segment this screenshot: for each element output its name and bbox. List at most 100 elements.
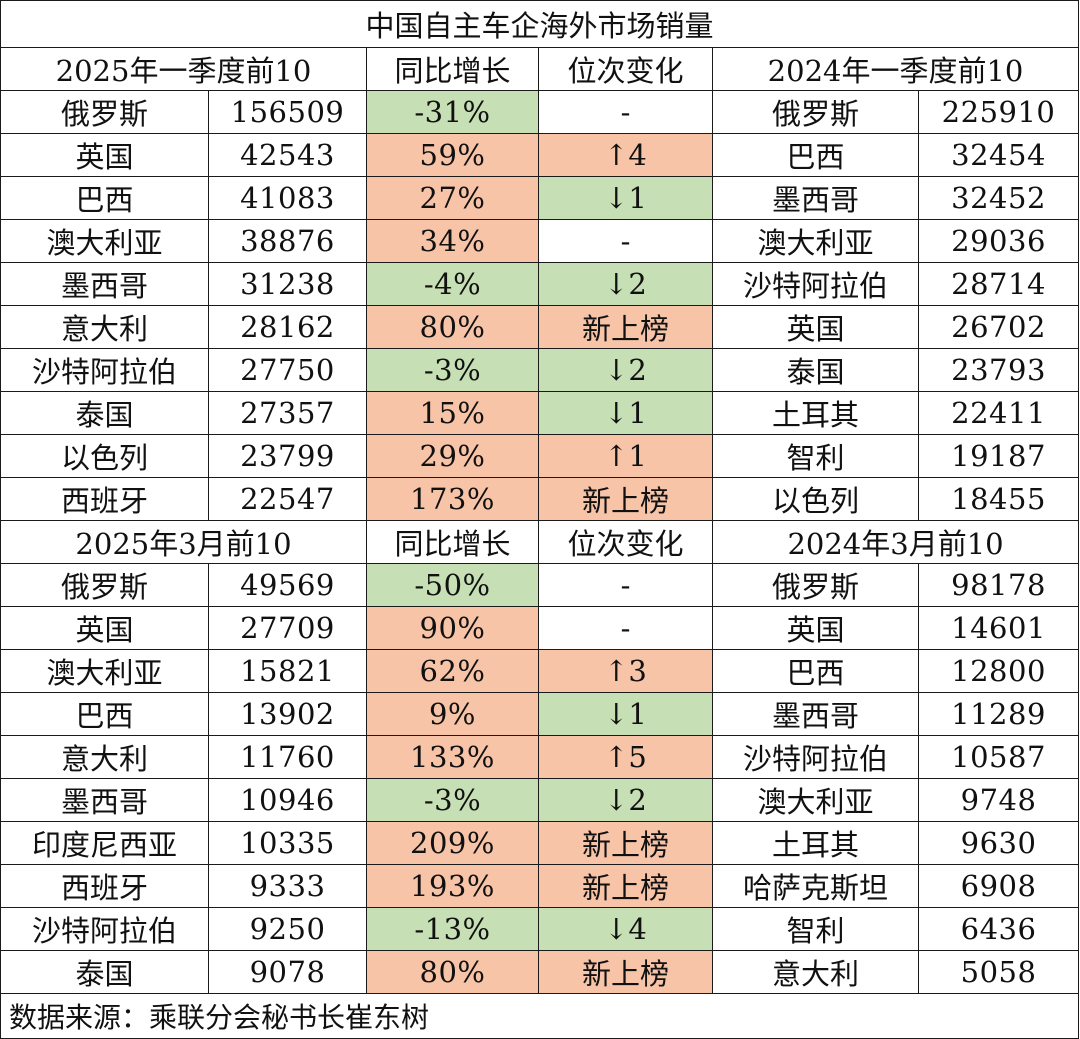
prev-country-cell: 意大利 — [712, 950, 919, 994]
prev-sales-cell: 19187 — [917, 434, 1080, 478]
sales-cell: 49569 — [208, 563, 367, 607]
sales-cell: 156509 — [208, 90, 367, 134]
sales-cell: 9078 — [208, 950, 367, 994]
growth-cell: 34% — [366, 219, 539, 263]
prev-sales-cell: 12800 — [917, 649, 1080, 693]
sales-cell: 23799 — [208, 434, 367, 478]
country-cell: 西班牙 — [0, 477, 209, 521]
prev-country-cell: 哈萨克斯坦 — [712, 864, 919, 908]
table-row: 巴西 41083 27% ↓1 墨西哥 32452 — [0, 176, 1080, 220]
growth-cell: 133% — [366, 735, 539, 779]
table-row: 印度尼西亚 10335 209% 新上榜 土耳其 9630 — [0, 821, 1080, 865]
sales-table-footer: 数据来源：乘联分会秘书长崔东树 — [0, 993, 1080, 1039]
country-cell: 西班牙 — [0, 864, 209, 908]
rank-change-cell: 新上榜 — [538, 305, 713, 349]
prev-country-cell: 以色列 — [712, 477, 919, 521]
prev-sales-cell: 14601 — [917, 606, 1080, 650]
sales-cell: 41083 — [208, 176, 367, 220]
prev-country-cell: 英国 — [712, 606, 919, 650]
rank-change-cell: - — [538, 90, 713, 134]
growth-cell: -3% — [366, 348, 539, 392]
prev-sales-cell: 26702 — [917, 305, 1080, 349]
sales-cell: 9333 — [208, 864, 367, 908]
country-cell: 泰国 — [0, 391, 209, 435]
prev-sales-cell: 18455 — [917, 477, 1080, 521]
sales-cell: 10946 — [208, 778, 367, 822]
sales-cell: 42543 — [208, 133, 367, 177]
rank-change-cell: ↓1 — [538, 391, 713, 435]
prev-country-cell: 沙特阿拉伯 — [712, 262, 919, 306]
prev-sales-cell: 225910 — [917, 90, 1080, 134]
previous-period-header: 2024年3月前10 — [711, 520, 1080, 564]
country-cell: 墨西哥 — [0, 778, 209, 822]
table-row: 俄罗斯 49569 -50% - 俄罗斯 98178 — [0, 563, 1080, 607]
prev-country-cell: 巴西 — [712, 133, 919, 177]
prev-sales-cell: 6436 — [917, 907, 1080, 951]
prev-sales-cell: 22411 — [917, 391, 1080, 435]
sales-table-body: 中国自主车企海外市场销量 2025年一季度前10 同比增长 位次变化 2024年一季度… — [0, 0, 1080, 994]
growth-cell: -3% — [366, 778, 539, 822]
rank-change-cell: ↓4 — [538, 907, 713, 951]
sales-cell: 27709 — [208, 606, 367, 650]
table-row: 西班牙 9333 193% 新上榜 哈萨克斯坦 6908 — [0, 864, 1080, 908]
rank-change-cell: ↑1 — [538, 434, 713, 478]
rank-change-cell: ↑5 — [538, 735, 713, 779]
prev-country-cell: 智利 — [712, 434, 919, 478]
rank-change-cell: 新上榜 — [538, 477, 713, 521]
current-period-header: 2025年一季度前10 — [0, 47, 367, 91]
country-cell: 泰国 — [0, 950, 209, 994]
table-row: 英国 27709 90% - 英国 14601 — [0, 606, 1080, 650]
title-row: 中国自主车企海外市场销量 — [0, 0, 1080, 48]
table-row: 俄罗斯 156509 -31% - 俄罗斯 225910 — [0, 90, 1080, 134]
growth-cell: 193% — [366, 864, 539, 908]
sales-cell: 13902 — [208, 692, 367, 736]
sales-cell: 28162 — [208, 305, 367, 349]
growth-header: 同比增长 — [366, 520, 539, 564]
growth-cell: 29% — [366, 434, 539, 478]
prev-country-cell: 澳大利亚 — [712, 219, 919, 263]
country-cell: 沙特阿拉伯 — [0, 348, 209, 392]
growth-cell: -13% — [366, 907, 539, 951]
table-row: 以色列 23799 29% ↑1 智利 19187 — [0, 434, 1080, 478]
prev-country-cell: 英国 — [712, 305, 919, 349]
sales-cell: 9250 — [208, 907, 367, 951]
rank-change-cell: ↑4 — [538, 133, 713, 177]
growth-cell: -4% — [366, 262, 539, 306]
growth-cell: 80% — [366, 305, 539, 349]
table-row: 墨西哥 31238 -4% ↓2 沙特阿拉伯 28714 — [0, 262, 1080, 306]
source-row: 数据来源：乘联分会秘书长崔东树 — [0, 993, 1080, 1039]
rank-change-cell: ↓1 — [538, 176, 713, 220]
prev-country-cell: 墨西哥 — [712, 176, 919, 220]
sales-cell: 38876 — [208, 219, 367, 263]
section-header-row: 2025年一季度前10 同比增长 位次变化 2024年一季度前10 — [0, 47, 1080, 91]
prev-country-cell: 巴西 — [712, 649, 919, 693]
prev-country-cell: 墨西哥 — [712, 692, 919, 736]
rank-change-cell: ↓2 — [538, 778, 713, 822]
table-row: 澳大利亚 15821 62% ↑3 巴西 12800 — [0, 649, 1080, 693]
sales-cell: 27750 — [208, 348, 367, 392]
table-row: 墨西哥 10946 -3% ↓2 澳大利亚 9748 — [0, 778, 1080, 822]
table-title: 中国自主车企海外市场销量 — [0, 0, 1080, 48]
growth-cell: 90% — [366, 606, 539, 650]
country-cell: 以色列 — [0, 434, 209, 478]
prev-country-cell: 土耳其 — [712, 391, 919, 435]
rank-change-cell: ↓1 — [538, 692, 713, 736]
country-cell: 墨西哥 — [0, 262, 209, 306]
growth-cell: -31% — [366, 90, 539, 134]
prev-country-cell: 沙特阿拉伯 — [712, 735, 919, 779]
rank-change-cell: 新上榜 — [538, 864, 713, 908]
current-period-header: 2025年3月前10 — [0, 520, 367, 564]
table-row: 英国 42543 59% ↑4 巴西 32454 — [0, 133, 1080, 177]
prev-sales-cell: 9748 — [917, 778, 1080, 822]
rank-change-cell: ↑3 — [538, 649, 713, 693]
sales-cell: 27357 — [208, 391, 367, 435]
prev-country-cell: 俄罗斯 — [712, 563, 919, 607]
country-cell: 澳大利亚 — [0, 649, 209, 693]
country-cell: 英国 — [0, 606, 209, 650]
table-row: 澳大利亚 38876 34% - 澳大利亚 29036 — [0, 219, 1080, 263]
table-row: 意大利 28162 80% 新上榜 英国 26702 — [0, 305, 1080, 349]
table-row: 巴西 13902 9% ↓1 墨西哥 11289 — [0, 692, 1080, 736]
rank-change-cell: - — [538, 563, 713, 607]
prev-country-cell: 澳大利亚 — [712, 778, 919, 822]
